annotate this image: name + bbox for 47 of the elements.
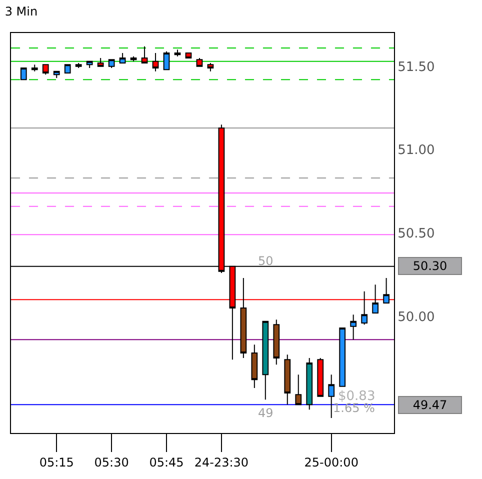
candlestick xyxy=(372,284,379,314)
candlestick xyxy=(64,64,71,74)
candlestick xyxy=(53,70,60,78)
candlestick xyxy=(328,374,335,418)
candlestick xyxy=(152,52,159,72)
y-tick-label: 51.50 xyxy=(398,60,435,75)
x-tick-label: 25-00:00 xyxy=(304,455,358,470)
candlestick xyxy=(97,58,104,67)
candlestick xyxy=(284,354,291,406)
x-tick-label: 05:45 xyxy=(149,455,184,470)
chart-title: 3 Min xyxy=(4,4,38,19)
candlestick xyxy=(141,46,148,64)
candlestick xyxy=(361,290,368,326)
candlestick xyxy=(86,60,93,68)
annotation: 49 xyxy=(258,406,274,420)
candlestick xyxy=(273,319,280,366)
candlestick xyxy=(20,68,27,80)
candlestick xyxy=(339,328,346,387)
candlestick xyxy=(196,58,203,67)
candlestick xyxy=(108,59,115,68)
annotation: 1.65 % xyxy=(333,401,375,415)
x-tick-label: 05:15 xyxy=(39,455,74,470)
candlestick xyxy=(240,278,247,358)
candlestick xyxy=(350,314,357,340)
candlestick xyxy=(42,64,49,76)
candlestick xyxy=(174,49,181,57)
y-tick-label: 51.00 xyxy=(398,143,435,158)
candlestick xyxy=(207,62,214,72)
candlestick xyxy=(306,358,313,410)
candlestick xyxy=(295,374,302,406)
annotation: $0.83 xyxy=(338,389,376,404)
candlestick xyxy=(75,62,82,68)
x-tick-label: 05:30 xyxy=(94,455,129,470)
y-tick-label: 50.50 xyxy=(398,226,435,242)
candlestick xyxy=(185,52,192,58)
candlestick xyxy=(251,344,258,388)
candlestick xyxy=(262,320,269,400)
candlestick xyxy=(317,358,324,397)
annotation: 50 xyxy=(258,254,274,268)
candlestick xyxy=(119,52,126,64)
ref-line-label: 50.30 xyxy=(412,259,448,273)
y-tick-label: 50.00 xyxy=(398,310,435,325)
candlestick xyxy=(31,64,38,72)
candlestick xyxy=(163,50,170,70)
ref-line-label: 49.47 xyxy=(412,398,448,412)
x-tick-label: 24-23:30 xyxy=(194,455,249,470)
candlestick xyxy=(383,278,390,304)
